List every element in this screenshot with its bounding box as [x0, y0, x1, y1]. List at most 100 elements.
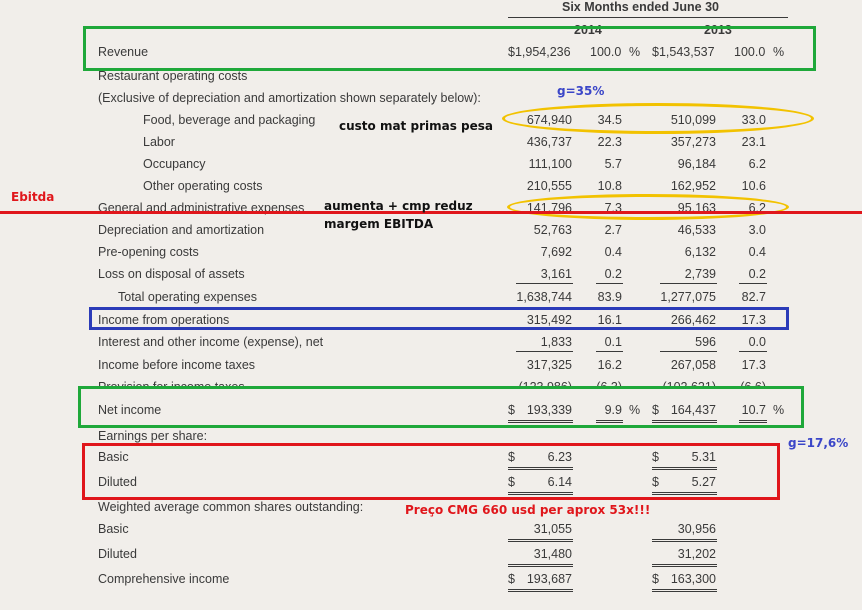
income-ops-label: Income from operations — [98, 313, 230, 327]
w-basic-2014-value: 31,055 — [533, 522, 572, 536]
eps-basic-label: Basic — [98, 450, 129, 464]
income-before-tax-2013-pct: 17.3 — [741, 358, 766, 372]
net-income-double-rule — [508, 420, 573, 423]
occupancy-2013-pct: 6.2 — [748, 157, 766, 171]
preopening-2014-pct: 0.4 — [604, 245, 622, 259]
labor-label: Labor — [143, 135, 175, 149]
eps-basic-double-rule — [652, 467, 717, 470]
depreciation-2013-pct: 3.0 — [748, 223, 766, 237]
food-label: Food, beverage and packaging — [143, 113, 316, 127]
w-basic-double-rule — [652, 539, 717, 542]
margem-note: margem EBITDA — [324, 217, 434, 231]
eps-diluted-2013-value: 5.27 — [691, 475, 716, 489]
eps-diluted-double-rule — [508, 492, 573, 495]
other-costs-2014-pct: 10.8 — [597, 179, 622, 193]
comprehensive-label: Comprehensive income — [98, 572, 230, 586]
income-ops-2014-pct: 16.1 — [597, 313, 622, 327]
ebitda-note: Ebitda — [11, 190, 55, 204]
occupancy-label: Occupancy — [143, 157, 206, 171]
period-underline — [508, 17, 788, 18]
labor-2014-value: 436,737 — [526, 135, 572, 149]
income-before-tax-2014-value: 317,325 — [526, 358, 572, 372]
income-ops-highlight-box — [89, 307, 789, 330]
occupancy-2014-pct: 5.7 — [604, 157, 622, 171]
loss-disposal-2013-value: 2,739 — [684, 267, 716, 281]
revenue-2013-pct-sign: % — [773, 45, 785, 59]
other-costs-label: Other operating costs — [143, 179, 263, 193]
preopening-label: Pre-opening costs — [98, 245, 199, 259]
revenue-highlight-box — [83, 26, 816, 71]
net-income-2013-pct: 10.7 — [741, 403, 766, 417]
net-income-2013-pct-sign: % — [773, 403, 785, 417]
eps-basic-2014-value: 6.23 — [547, 450, 572, 464]
loss-disposal-2014-value: 3,161 — [540, 267, 572, 281]
eps-diluted-double-rule — [652, 492, 717, 495]
w-diluted-label: Diluted — [98, 547, 137, 561]
comprehensive-2014-value: 193,687 — [526, 572, 572, 586]
comprehensive-2014-dollar: $ — [508, 572, 515, 586]
occupancy-2013-value: 96,184 — [677, 157, 716, 171]
total-opex-label: Total operating expenses — [118, 290, 257, 304]
revenue-2014-pct-sign: % — [629, 45, 641, 59]
restaurant-costs-label: Restaurant operating costs — [98, 69, 248, 83]
net-income-label: Net income — [98, 403, 162, 417]
interest-label: Interest and other income (expense), net — [98, 335, 324, 349]
w-diluted-double-rule — [508, 564, 573, 567]
comprehensive-double-rule — [508, 589, 573, 592]
comprehensive-2013-value: 163,300 — [670, 572, 716, 586]
income-ops-2013-pct: 17.3 — [741, 313, 766, 327]
total-opex-2014-pct: 83.9 — [597, 290, 622, 304]
income-ops-2013-value: 266,462 — [670, 313, 716, 327]
net-income-2013-dollar: $ — [652, 403, 659, 417]
w-diluted-2014-value: 31,480 — [533, 547, 572, 561]
depreciation-2014-value: 52,763 — [533, 223, 572, 237]
food-highlight-ellipse — [502, 103, 814, 134]
w-basic-double-rule — [508, 539, 573, 542]
period-header: Six Months ended June 30 — [562, 0, 719, 14]
subtotal-rule — [596, 283, 623, 284]
provision-mask — [90, 387, 790, 397]
exclusive-label: (Exclusive of depreciation and amortizat… — [98, 91, 481, 105]
preco-note: Preço CMG 660 usd per aprox 53x!!! — [405, 503, 651, 517]
eps-basic-double-rule — [508, 467, 573, 470]
eps-diluted-label: Diluted — [98, 475, 137, 489]
comprehensive-2013-dollar: $ — [652, 572, 659, 586]
eps-highlight-box — [82, 443, 780, 500]
eps-diluted-2014-value: 6.14 — [547, 475, 572, 489]
occupancy-2014-value: 111,100 — [528, 157, 572, 171]
weighted-label: Weighted average common shares outstandi… — [98, 500, 364, 514]
net-income-double-rule — [596, 420, 623, 423]
eps-label: Earnings per share: — [98, 429, 208, 443]
revenue-2013-pct: 100.0 — [734, 45, 766, 59]
income-ops-2014-value: 315,492 — [526, 313, 572, 327]
depreciation-2014-pct: 2.7 — [604, 223, 622, 237]
labor-2013-pct: 23.1 — [741, 135, 766, 149]
income-before-tax-2013-value: 267,058 — [670, 358, 716, 372]
other-costs-2014-value: 210,555 — [526, 179, 572, 193]
subtotal-rule — [739, 283, 767, 284]
eps-basic-2013-value: 5.31 — [691, 450, 716, 464]
net-income-2014-pct-sign: % — [629, 403, 641, 417]
ebitda-line — [0, 211, 862, 214]
loss-disposal-2014-pct: 0.2 — [604, 267, 622, 281]
eps-diluted-2014-dollar: $ — [508, 475, 515, 489]
subtotal-rule — [516, 351, 573, 352]
other-costs-2013-value: 162,952 — [670, 179, 716, 193]
depreciation-label: Depreciation and amortization — [98, 223, 265, 237]
comprehensive-double-rule — [652, 589, 717, 592]
net-income-2014-value: 193,339 — [526, 403, 572, 417]
growth-35-note: g=35% — [557, 84, 605, 98]
w-diluted-double-rule — [652, 564, 717, 567]
growth-17-note: g=17,6% — [788, 436, 849, 450]
depreciation-2013-value: 46,533 — [677, 223, 716, 237]
revenue-label: Revenue — [98, 45, 149, 59]
net-income-2013-value: 164,437 — [670, 403, 716, 417]
labor-2013-value: 357,273 — [670, 135, 716, 149]
interest-2014-value: 1,833 — [540, 335, 572, 349]
custo-note: custo mat primas pesa — [339, 119, 493, 133]
income-before-tax-2014-pct: 16.2 — [597, 358, 622, 372]
net-income-highlight-box — [78, 386, 804, 428]
eps-basic-2014-dollar: $ — [508, 450, 515, 464]
w-basic-label: Basic — [98, 522, 129, 536]
total-opex-2013-pct: 82.7 — [741, 290, 766, 304]
